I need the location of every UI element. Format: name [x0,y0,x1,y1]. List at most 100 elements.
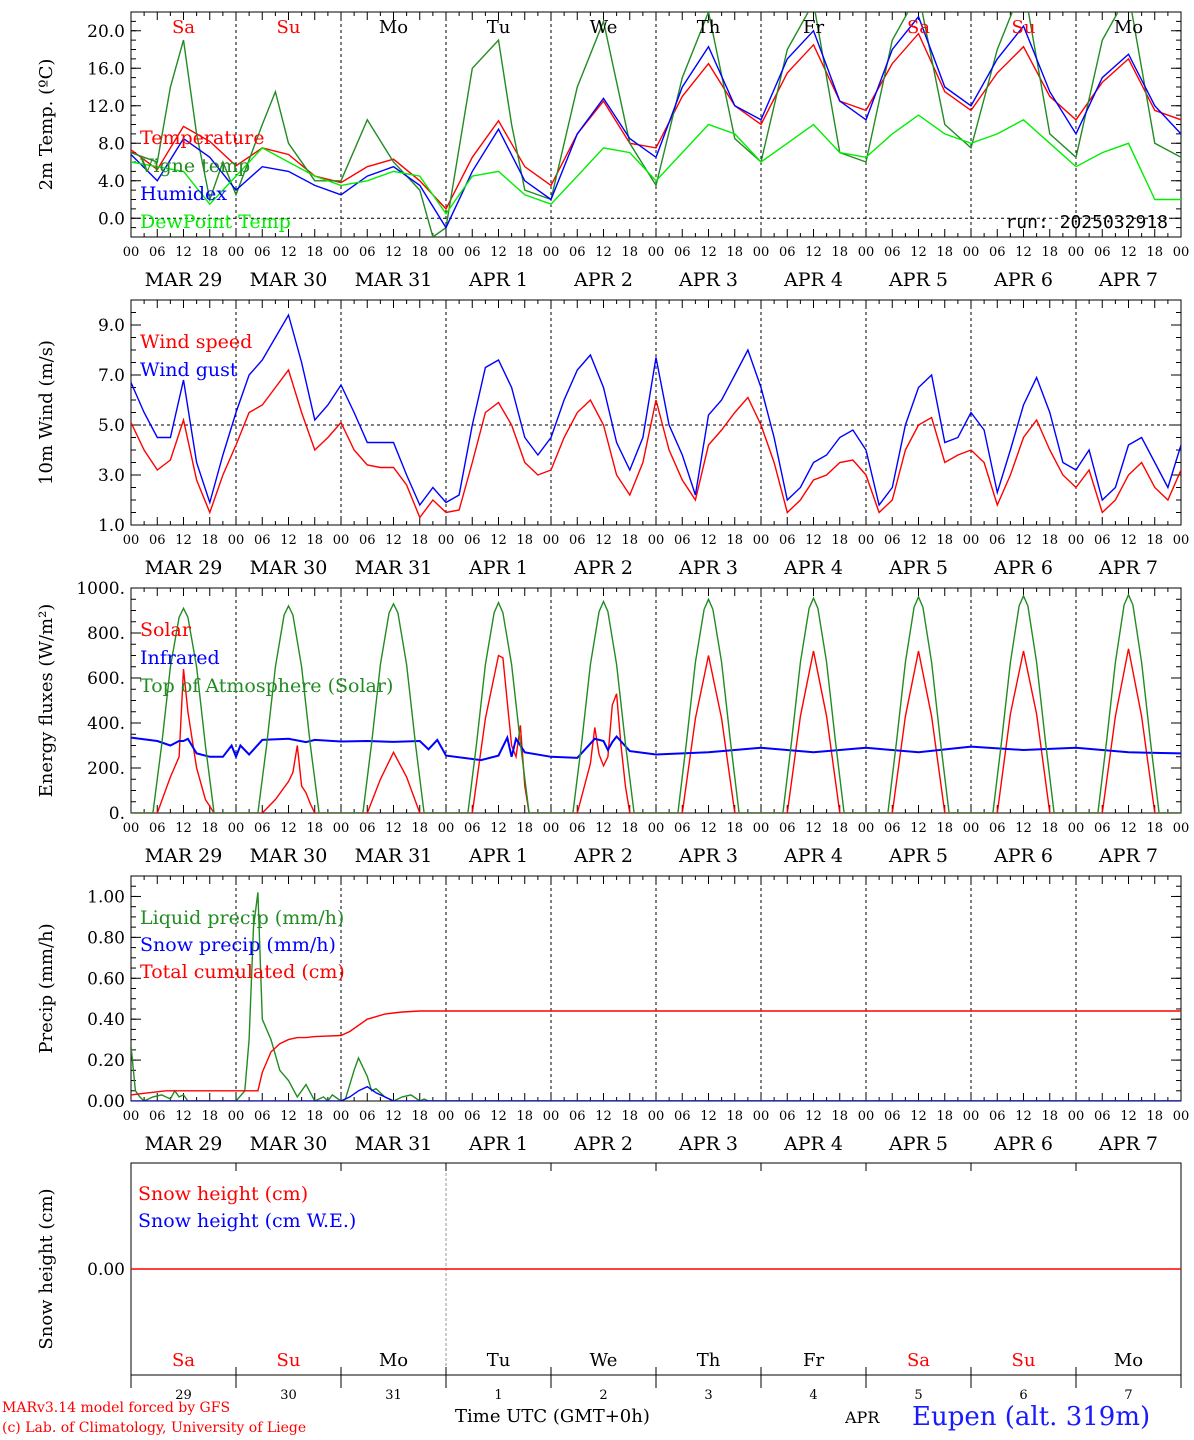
y-tick-label: 0.80 [87,928,125,948]
hour-tick-label: 18 [1146,821,1163,836]
hour-tick-label: 12 [700,533,717,548]
hour-tick-label: 00 [1068,821,1085,836]
series-line-total-cumulated-cm- [131,1010,1181,1096]
y-tick-label: 400. [87,714,125,734]
hour-tick-label: 06 [254,821,271,836]
hour-tick-label: 18 [621,245,638,260]
date-label: APR 5 [888,845,948,867]
hour-tick-label: 18 [1041,245,1058,260]
lab-credit: (c) Lab. of Climatology, University of L… [2,1420,307,1436]
hour-tick-label: 00 [858,533,875,548]
day-number-label: 29 [175,1388,192,1403]
day-name-label: Tu [487,1350,511,1371]
date-label: MAR 29 [145,269,223,291]
hour-tick-label: 18 [726,533,743,548]
hour-tick-label: 12 [1120,1109,1137,1124]
hour-tick-label: 00 [1173,1109,1190,1124]
date-label: MAR 30 [250,845,328,867]
date-label: APR 3 [678,269,738,291]
hour-tick-label: 00 [858,245,875,260]
y-tick-label: 8.0 [98,134,125,154]
y-axis-title: 2m Temp. (ºC) [36,59,57,191]
hour-tick-label: 12 [490,245,507,260]
hour-tick-label: 12 [1015,245,1032,260]
y-tick-label: 200. [87,759,125,779]
hour-tick-label: 12 [910,245,927,260]
hour-tick-label: 00 [858,1109,875,1124]
day-name-label: We [590,17,618,38]
date-label: APR 7 [1098,845,1158,867]
hour-tick-label: 00 [648,821,665,836]
hour-tick-label: 12 [1120,821,1137,836]
hour-tick-label: 00 [543,1109,560,1124]
hour-tick-label: 00 [648,533,665,548]
hour-tick-label: 18 [936,245,953,260]
hour-tick-label: 18 [726,1109,743,1124]
hour-tick-label: 00 [228,533,245,548]
hour-tick-label: 06 [884,1109,901,1124]
hour-tick-label: 18 [1041,533,1058,548]
day-number-label: 30 [280,1388,297,1403]
y-tick-label: 600. [87,669,125,689]
day-name-label: Fr [803,1350,824,1371]
day-name-label: Th [697,1350,721,1371]
hour-tick-label: 12 [385,245,402,260]
hour-tick-label: 12 [490,533,507,548]
hour-tick-label: 18 [411,533,428,548]
legend-entry: Wind gust [140,359,238,381]
hour-tick-label: 18 [831,821,848,836]
legend-entry: Liquid precip (mm/h) [140,907,344,929]
date-label: APR 5 [888,269,948,291]
hour-tick-label: 18 [306,1109,323,1124]
y-tick-label: 0.00 [87,1260,125,1280]
hour-tick-label: 18 [516,821,533,836]
day-name-label: Tu [487,17,511,38]
day-name-label: Th [697,17,721,38]
hour-tick-label: 06 [149,821,166,836]
legend-entry: Wind speed [140,331,252,353]
hour-tick-label: 12 [175,245,192,260]
date-label: MAR 29 [145,557,223,579]
hour-tick-label: 18 [1041,1109,1058,1124]
series-line-dewpoint-temp [131,114,1181,215]
hour-tick-label: 12 [910,1109,927,1124]
panel-frame [130,587,1182,814]
day-name-label: Sa [172,17,195,38]
chart-panel-5: 0.00 Snow height (cm) Snow height (cm) Snow… [36,1162,1182,1403]
hour-tick-label: 00 [543,245,560,260]
hour-tick-label: 00 [963,245,980,260]
day-number-label: 6 [1019,1388,1027,1403]
hour-tick-label: 18 [621,533,638,548]
hour-tick-label: 06 [1094,1109,1111,1124]
hour-tick-label: 18 [306,821,323,836]
hour-tick-label: 00 [963,821,980,836]
y-tick-label: 16.0 [87,59,125,79]
hour-tick-label: 12 [700,245,717,260]
day-name-label: Sa [907,1350,930,1371]
day-name-label: We [590,1350,618,1371]
x-axis-title: Time UTC (GMT+0h) [455,1406,650,1427]
hour-tick-label: 06 [779,821,796,836]
y-axis-title: 10m Wind (m/s) [36,340,57,485]
hour-tick-label: 00 [333,245,350,260]
hour-tick-label: 12 [385,821,402,836]
y-tick-label: 12.0 [87,97,125,117]
hour-tick-label: 18 [411,1109,428,1124]
y-tick-label: 1.0 [98,516,125,536]
hour-tick-label: 06 [464,821,481,836]
y-tick-label: 1000. [76,579,125,599]
hour-tick-label: 06 [674,821,691,836]
hour-tick-label: 12 [805,1109,822,1124]
hour-tick-label: 00 [858,821,875,836]
day-number-label: 7 [1124,1388,1132,1403]
hour-tick-label: 06 [149,1109,166,1124]
hour-tick-label: 12 [175,533,192,548]
hour-tick-label: 00 [438,821,455,836]
hour-tick-label: 06 [464,533,481,548]
y-tick-label: 0.60 [87,969,125,989]
y-axis-title: Energy fluxes (W/m²) [36,604,57,798]
hour-tick-label: 06 [149,245,166,260]
hour-tick-label: 18 [1041,821,1058,836]
hour-tick-label: 12 [595,245,612,260]
hour-tick-label: 06 [779,245,796,260]
